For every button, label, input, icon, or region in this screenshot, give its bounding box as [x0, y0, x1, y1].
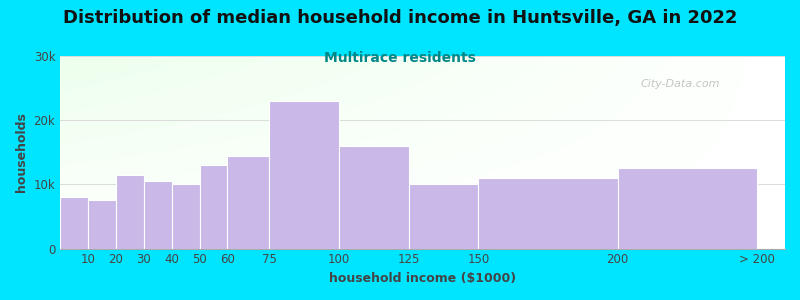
Bar — [199, 165, 227, 249]
Bar — [478, 178, 618, 249]
Text: Distribution of median household income in Huntsville, GA in 2022: Distribution of median household income … — [62, 9, 738, 27]
Text: Multirace residents: Multirace residents — [324, 51, 476, 65]
Bar — [270, 101, 339, 249]
Bar — [88, 200, 116, 249]
Bar — [339, 146, 409, 249]
Bar — [172, 184, 199, 249]
Y-axis label: households: households — [15, 112, 28, 192]
Bar — [618, 168, 757, 249]
Bar — [409, 184, 478, 249]
Bar — [227, 155, 270, 249]
X-axis label: household income ($1000): household income ($1000) — [329, 272, 516, 285]
Text: City-Data.com: City-Data.com — [640, 79, 719, 89]
Bar — [60, 197, 88, 249]
Bar — [116, 175, 144, 249]
Bar — [144, 181, 172, 249]
